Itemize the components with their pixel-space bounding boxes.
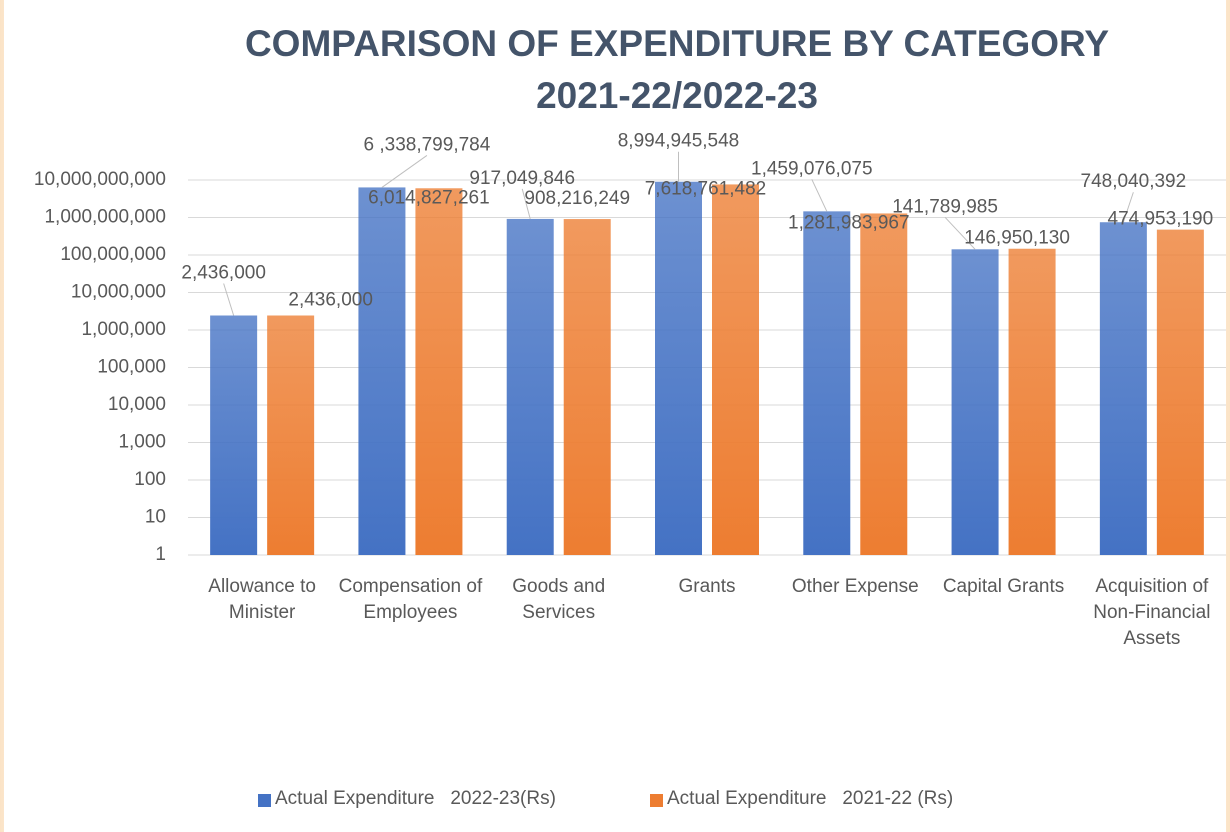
data-label: 2,436,000	[181, 263, 266, 284]
bar	[655, 181, 702, 556]
bar	[267, 315, 315, 555]
data-label: 146,950,130	[964, 228, 1070, 249]
y-tick-label: 1,000,000	[81, 319, 166, 340]
y-tick-label: 10,000,000	[71, 282, 166, 303]
bar	[803, 211, 851, 555]
data-label: 2,436,000	[288, 290, 373, 311]
data-label: 141,789,985	[892, 196, 998, 217]
x-tick-label: Other Expense	[791, 576, 919, 597]
y-tick-label: 10,000,000,000	[34, 169, 166, 190]
leader-line	[521, 188, 531, 220]
data-label: 917,049,846	[469, 168, 575, 189]
bar	[860, 213, 908, 555]
chart-title: COMPARISON OF EXPENDITURE BY CATEGORY 20…	[244, 23, 1110, 116]
data-label: 8,994,945,548	[618, 131, 740, 152]
x-tick-label: Capital Grants	[942, 576, 1065, 597]
data-label: 1,459,076,075	[751, 158, 873, 179]
data-label: 1,281,983,967	[788, 212, 910, 233]
legend-label: Actual Expenditure 2021-22 (Rs)	[667, 788, 954, 809]
data-label: 6,014,827,261	[368, 187, 490, 208]
data-label: 474,953,190	[1108, 209, 1214, 230]
legend-swatch	[258, 794, 271, 807]
bar	[415, 188, 463, 556]
y-tick-label: 100,000	[97, 357, 166, 378]
y-tick-label: 100,000,000	[60, 244, 166, 265]
bar	[712, 184, 759, 556]
y-tick-label: 10,000	[108, 394, 166, 415]
leader-line	[381, 155, 428, 188]
legend-swatch	[650, 794, 663, 807]
bar	[951, 249, 999, 555]
bar	[210, 315, 258, 555]
bar	[1008, 248, 1056, 555]
x-tick-label: Acquisition of Non-Financial Assets	[1093, 576, 1211, 649]
y-tick-label: 100	[134, 469, 166, 490]
y-tick-label: 1	[155, 544, 166, 565]
leader-line	[811, 179, 828, 212]
data-label: 748,040,392	[1081, 171, 1187, 192]
x-tick-label: Allowance to Minister	[208, 576, 316, 623]
leader-line	[1122, 192, 1134, 223]
y-tick-label: 1,000	[118, 432, 166, 453]
x-tick-label: Compensation of Employees	[338, 576, 483, 623]
bar	[506, 218, 554, 555]
bar	[358, 187, 406, 555]
data-label: 908,216,249	[524, 188, 630, 209]
data-label: 7,618,761,482	[645, 178, 767, 199]
bar	[563, 219, 611, 555]
leader-line	[944, 216, 976, 250]
y-tick-label: 1,000,000,000	[44, 207, 166, 228]
x-tick-label: Grants	[678, 576, 736, 597]
x-tick-label: Goods and Services	[512, 576, 606, 623]
data-label: 6 ,338,799,784	[364, 134, 491, 155]
y-tick-label: 10	[145, 507, 166, 528]
bar	[1156, 229, 1204, 555]
legend-label: Actual Expenditure 2022-23(Rs)	[275, 788, 556, 809]
bar	[1099, 222, 1147, 555]
leader-line	[223, 283, 235, 316]
